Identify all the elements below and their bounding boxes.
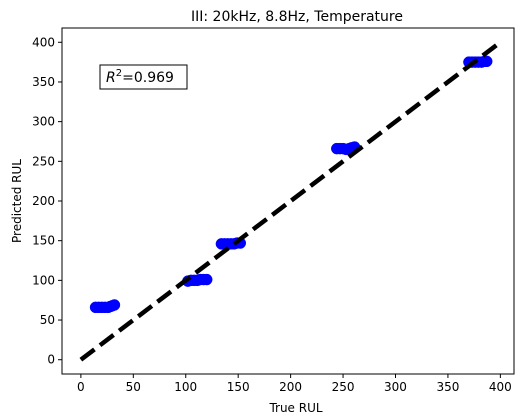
x-tick-label: 300 [384, 380, 407, 394]
plot-marks [79, 40, 502, 362]
x-axis-ticks: 0 50 100 150 200 250 300 350 400 [77, 374, 512, 394]
x-tick-label: 50 [126, 380, 141, 394]
y-tick-label: 350 [32, 75, 55, 89]
annotation-box [99, 64, 188, 90]
y-tick-label: 200 [32, 194, 55, 208]
svg-text:R2=0.969: R2=0.969 [106, 68, 174, 86]
reference-line [79, 40, 502, 362]
x-tick-label: 200 [279, 380, 302, 394]
x-axis-label: True RUL [268, 401, 322, 415]
chart-title: III: 20kHz, 8.8Hz, Temperature [191, 9, 403, 25]
x-tick-label: 150 [227, 380, 250, 394]
annotation-value: =0.969 [122, 70, 174, 86]
y-tick-label: 50 [40, 313, 55, 327]
data-point [480, 55, 493, 68]
r-squared-annotation: R2=0.969 [99, 64, 188, 90]
annotation-prefix: R [106, 70, 116, 86]
annotation-superscript: 2 [116, 68, 122, 79]
x-tick-label: 100 [174, 380, 197, 394]
y-tick-label: 250 [32, 154, 55, 168]
y-tick-label: 400 [32, 35, 55, 49]
x-tick-label: 0 [77, 380, 85, 394]
y-axis-ticks: 0 50 100 150 200 250 300 350 400 [32, 35, 62, 367]
y-axis-label: Predicted RUL [10, 159, 24, 243]
x-tick-label: 350 [436, 380, 459, 394]
data-point [200, 273, 213, 286]
y-tick-label: 100 [32, 273, 55, 287]
x-tick-label: 400 [489, 380, 512, 394]
data-point [108, 299, 121, 311]
y-tick-label: 150 [32, 234, 55, 248]
y-tick-label: 300 [32, 115, 55, 129]
x-tick-label: 250 [332, 380, 355, 394]
y-tick-label: 0 [47, 353, 55, 367]
